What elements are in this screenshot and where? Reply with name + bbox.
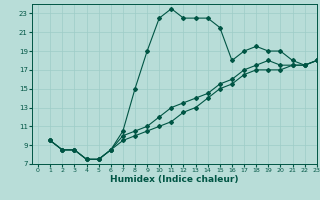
X-axis label: Humidex (Indice chaleur): Humidex (Indice chaleur)	[110, 175, 239, 184]
